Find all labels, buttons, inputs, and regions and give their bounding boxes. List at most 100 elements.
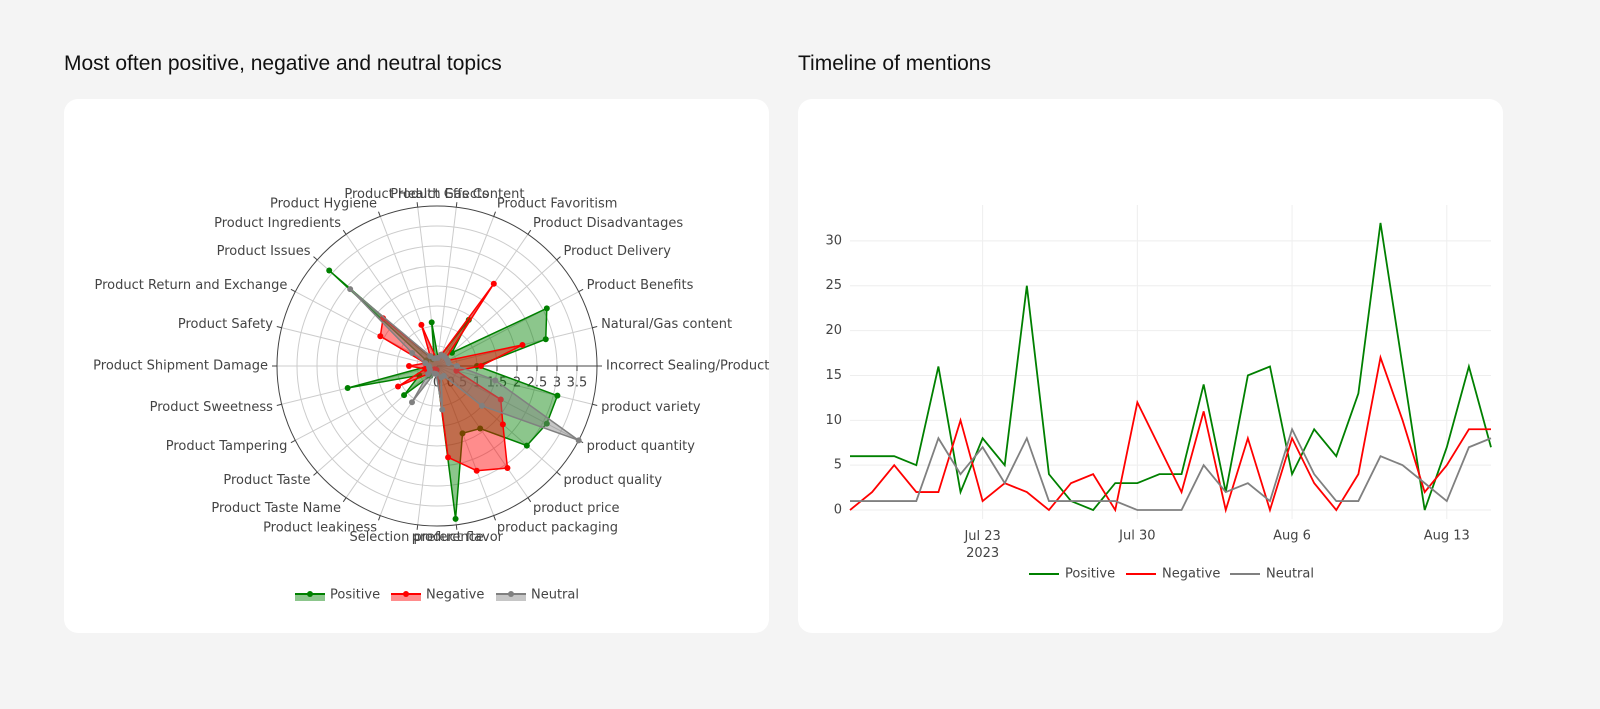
radar-point [440,372,447,379]
spoke [436,365,495,516]
angular-tick [290,288,296,293]
angular-tick-label: Product Delivery [563,244,671,259]
spoke [436,291,579,367]
radar-point [542,336,549,343]
radar-point [490,280,497,287]
radar-point [478,402,485,409]
x-tick-label: Jul 23 2023 [963,529,1000,561]
radar-point [492,377,499,384]
angular-tick [416,202,419,208]
spoke [345,234,438,367]
series-line [849,354,1491,514]
y-tick-label: 0 [834,503,842,518]
y-tick-label: 15 [825,368,842,383]
radar-point [409,349,416,356]
radial-tick-label: 2 [513,376,521,391]
y-tick-label: 5 [834,458,842,473]
angular-tick [578,288,584,293]
radar-point [380,315,387,322]
angular-tick-label: Product Ingredients [214,216,341,231]
spoke [379,365,438,516]
radar-point [344,385,351,392]
angular-tick-label: Product Favoritism [497,197,618,212]
radar-point [473,467,480,474]
radial-tick-label: 1 [473,376,481,391]
radar-point [433,370,440,377]
radial-tick-label: 0.5 [447,376,468,391]
legend-label: Negative [426,588,484,603]
legend-swatch [391,594,421,601]
radial-tick-label: 3 [553,376,561,391]
angular-tick [493,515,496,521]
angular-tick [416,524,419,530]
angular-tick-label: Product Gas Content [390,187,524,202]
legend-swatch [295,594,325,601]
x-tick-label: Aug 6 [1273,529,1311,544]
angular-tick-label: Product Return and Exchange [94,278,287,293]
angular-tick-label: Product Hygiene [270,197,377,212]
angular-tick-label: Incorrect Sealing/Product [606,359,769,374]
angular-tick [556,256,561,261]
spoke [379,216,438,367]
y-tick-label: 20 [825,323,842,338]
legend-label: Neutral [1266,567,1314,582]
spoke [436,365,593,405]
legend-label: Negative [1162,567,1220,582]
spoke [345,365,438,498]
radar-point [425,370,432,377]
angular-tick [378,515,381,521]
series-line [850,222,1492,512]
angular-tick-label: product packaging [497,520,618,535]
panel-title: Timeline of mentions [798,52,991,75]
x-tick-label: Aug 13 [1424,529,1470,544]
angular-tick-label: Selection preference [349,530,483,545]
angular-tick-label: product price [533,501,620,516]
angular-tick-label: Natural/Gas content [601,317,732,332]
radar-point [445,454,452,461]
angular-tick-label: Product Benefits [587,278,694,293]
angular-tick-label: product flavor [412,530,504,545]
radar-point [478,363,484,369]
spoke [436,207,457,367]
radar-point [459,430,466,437]
angular-tick [378,211,381,217]
angular-tick-label: Product Safety [178,317,273,332]
angular-tick-label: Product Shipment Damage [93,359,268,374]
angular-tick-label: product quality [563,473,662,488]
angular-tick [556,471,561,476]
spoke [316,365,438,473]
spoke [417,207,438,367]
radar-point [519,341,526,348]
radar-point [409,399,416,406]
angular-tick [493,211,496,217]
spoke [436,365,579,441]
angular-tick [290,439,296,444]
radar-point [428,319,435,326]
radar-point [453,367,460,374]
angular-tick [276,403,282,406]
angular-tick-label: product variety [601,400,701,415]
spoke [436,259,558,367]
radar-point [454,363,460,369]
radar-point [439,406,446,413]
spoke [436,365,529,498]
angular-tick [342,229,347,235]
radar-point [504,465,511,472]
angular-tick [527,497,532,503]
radar-point [523,442,530,449]
y-tick-label: 10 [825,413,842,428]
radar-point [543,420,550,427]
angular-tick-label: Product Taste Name [211,501,341,516]
timeline-panel [798,99,1503,633]
spoke [436,216,495,367]
radar-point [406,363,412,369]
radar-point [427,353,434,360]
legend-dot [403,591,409,597]
radar-point [575,437,582,444]
angular-tick-label: Product leakiness [263,520,377,535]
radar-point [477,425,484,432]
spoke [295,365,438,441]
radar-point [418,321,425,328]
